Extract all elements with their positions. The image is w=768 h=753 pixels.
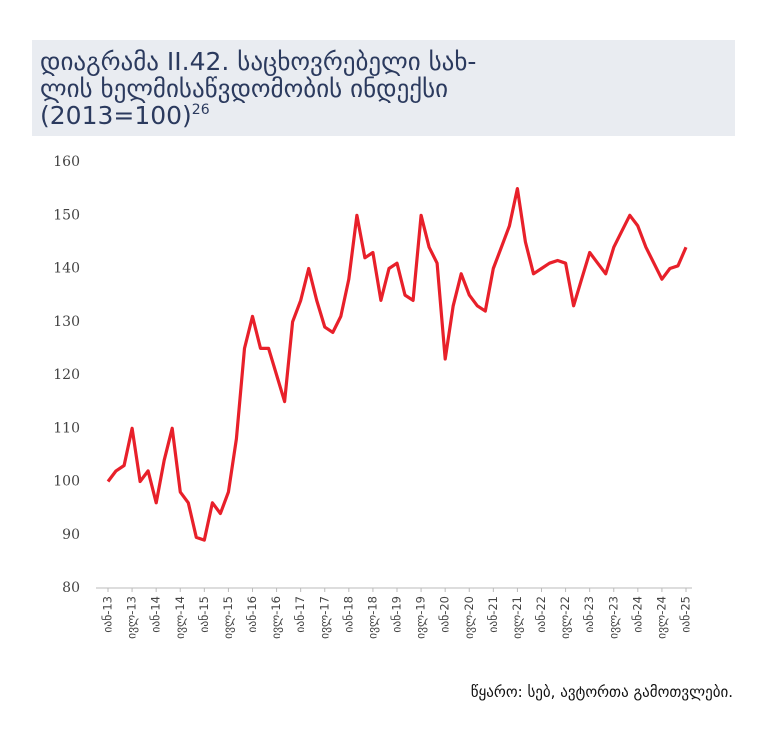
chart-title: (2013=100) (40, 101, 192, 130)
y-tick-label: 140 (53, 261, 80, 277)
x-tick-label: იან-24 (630, 596, 644, 633)
chart-title: (2013=100)26 (40, 101, 210, 130)
y-tick-label: 110 (53, 420, 80, 436)
chart-title: ლის ხელმისაწვდომობის ინდექსი (40, 74, 448, 103)
x-tick-label: იან-21 (486, 596, 500, 633)
x-tick-label: ივლ-14 (173, 596, 187, 639)
y-tick-label: 80 (62, 580, 80, 596)
x-tick-label: იან-20 (438, 596, 452, 633)
x-tick-label: ივლ-23 (606, 596, 620, 639)
x-tick-label: ივლ-15 (221, 596, 235, 639)
x-tick-label: ივლ-22 (558, 596, 572, 639)
x-tick-label: იან-14 (149, 596, 163, 633)
x-tick-label: ივლ-24 (654, 596, 668, 639)
x-tick-label: იან-22 (534, 596, 548, 633)
x-tick-label: იან-25 (679, 596, 693, 633)
x-tick-label: იან-15 (197, 596, 211, 633)
x-tick-label: ივლ-20 (462, 596, 476, 639)
source: წყარო: სებ, ავტორთა გამოთვლები. (471, 683, 733, 701)
x-tick-label: ივლ-18 (365, 596, 379, 639)
x-tick-label: იან-23 (582, 596, 596, 633)
x-tick-label: იან-13 (101, 596, 115, 633)
y-tick-label: 90 (62, 527, 80, 543)
y-tick-label: 160 (53, 154, 80, 170)
y-tick-label: 130 (53, 314, 80, 330)
y-tick-label: 100 (53, 474, 80, 490)
title-band (32, 40, 735, 136)
y-tick-label: 120 (53, 367, 80, 383)
data-line (106, 187, 688, 542)
x-tick-label: ივლ-19 (414, 596, 428, 639)
x-tick-label: იან-17 (293, 596, 307, 633)
chart-title: დიაგრამა II.42. საცხოვრებელი სახ- (40, 47, 476, 76)
x-tick-label: იან-16 (245, 596, 259, 633)
y-tick-label: 150 (53, 207, 80, 223)
footnote-ref: 26 (192, 102, 210, 118)
x-tick-label: იან-18 (341, 596, 355, 633)
x-tick-label: ივლ-21 (510, 596, 524, 639)
x-tick-label: ივლ-13 (125, 596, 139, 639)
x-tick-label: იან-19 (390, 596, 404, 633)
x-tick-label: ივლ-17 (317, 596, 331, 639)
x-tick-label: ივლ-16 (269, 596, 283, 639)
